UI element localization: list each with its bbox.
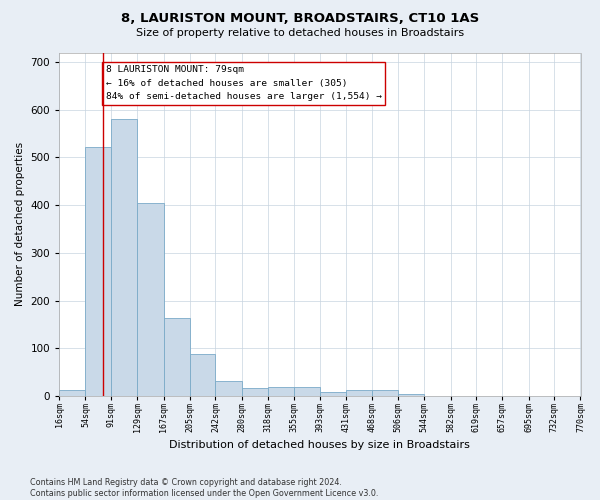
X-axis label: Distribution of detached houses by size in Broadstairs: Distribution of detached houses by size … (169, 440, 470, 450)
Bar (268, 386, 293, 396)
Text: 8, LAURISTON MOUNT, BROADSTAIRS, CT10 1AS: 8, LAURISTON MOUNT, BROADSTAIRS, CT10 1A… (121, 12, 479, 26)
Text: Size of property relative to detached houses in Broadstairs: Size of property relative to detached ho… (136, 28, 464, 38)
Bar (320, 392, 346, 396)
Bar (215, 381, 242, 396)
Bar (293, 386, 320, 396)
Bar (398, 394, 424, 396)
Bar (59, 390, 85, 396)
Bar (190, 354, 215, 396)
Bar (111, 119, 137, 396)
Text: 8 LAURISTON MOUNT: 79sqm
← 16% of detached houses are smaller (305)
84% of semi-: 8 LAURISTON MOUNT: 79sqm ← 16% of detach… (106, 66, 382, 101)
Bar (372, 390, 398, 396)
Bar (242, 388, 268, 396)
Bar (346, 390, 372, 396)
Bar (164, 318, 190, 396)
Y-axis label: Number of detached properties: Number of detached properties (15, 142, 25, 306)
Text: Contains HM Land Registry data © Crown copyright and database right 2024.
Contai: Contains HM Land Registry data © Crown c… (30, 478, 379, 498)
Bar (137, 203, 164, 396)
Bar (85, 146, 111, 396)
